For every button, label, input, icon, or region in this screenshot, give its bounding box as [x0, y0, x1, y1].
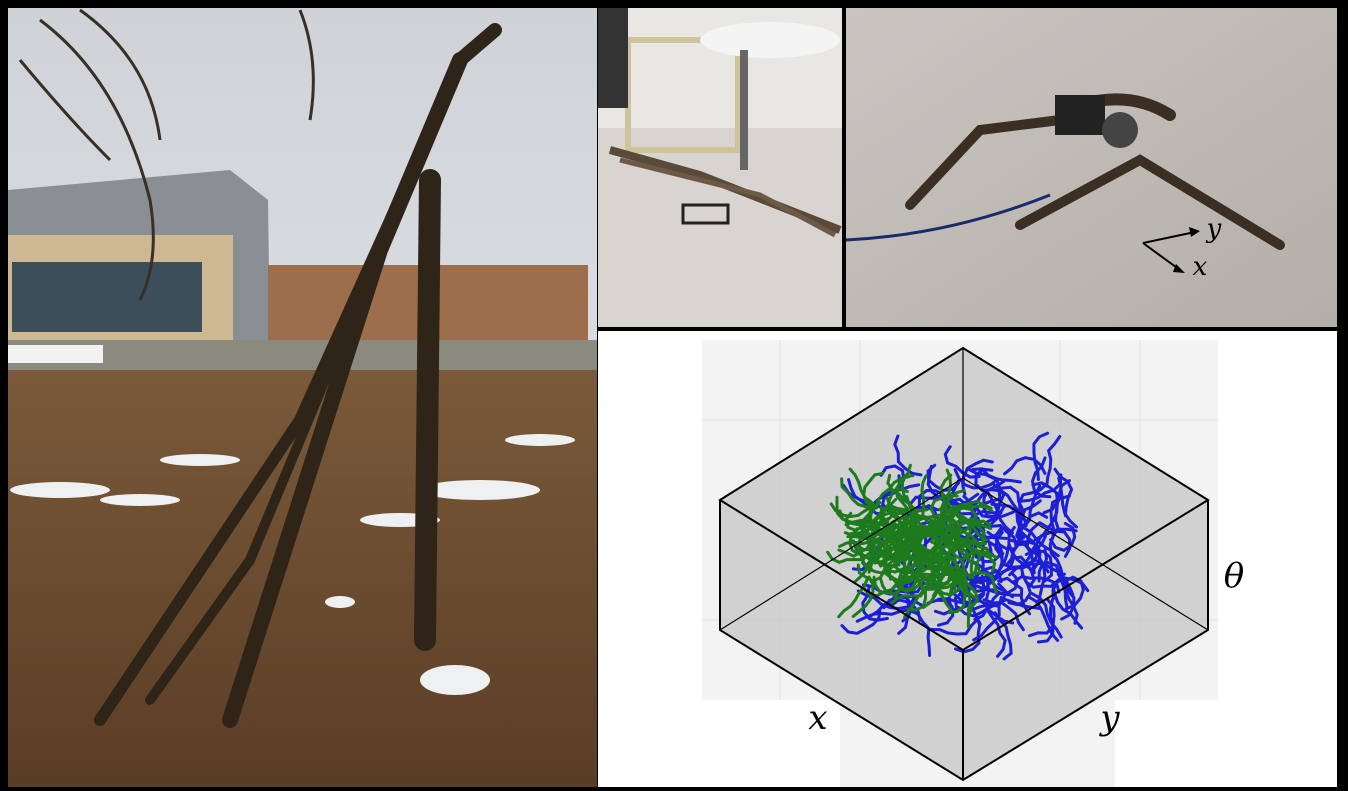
trajectory	[946, 504, 994, 514]
trajectory	[1008, 534, 1047, 577]
trajectory	[838, 529, 884, 548]
trajectory	[994, 530, 1023, 569]
trajectory	[939, 503, 976, 535]
trajectory	[916, 547, 949, 579]
trajectory	[953, 468, 1000, 490]
trajectory	[985, 608, 1007, 658]
trajectory	[943, 555, 961, 598]
trajectory	[947, 576, 967, 615]
lab-photo	[598, 8, 842, 327]
trajectory	[1038, 521, 1072, 558]
trajectory	[982, 598, 1025, 632]
trajectory	[906, 575, 928, 612]
trajectory	[1057, 476, 1078, 529]
trajectory	[910, 509, 924, 558]
plot-y-label: y	[1098, 698, 1120, 738]
trajectory	[967, 467, 1022, 484]
trajectory	[894, 551, 925, 585]
trajectory	[971, 560, 1014, 599]
trajectory	[840, 477, 876, 509]
trajectory	[851, 539, 890, 565]
trajectory	[982, 480, 1006, 519]
trajectory	[995, 483, 1014, 535]
trajectory	[1063, 575, 1085, 611]
trajectory	[1051, 576, 1090, 601]
trajectory	[1046, 561, 1069, 611]
photo-y-label: y	[1206, 214, 1222, 244]
trajectory	[1012, 575, 1061, 594]
trajectory	[873, 538, 917, 562]
trajectory	[997, 576, 1032, 616]
trajectory	[851, 575, 875, 618]
plot-x-label: x	[808, 698, 827, 738]
trajectory-plot: x y θ	[598, 331, 1337, 787]
trajectory	[840, 607, 882, 635]
trajectory	[989, 524, 1018, 565]
trajectory	[957, 591, 1002, 618]
trajectory	[914, 539, 944, 581]
trajectory	[856, 589, 909, 611]
trajectory	[886, 486, 909, 521]
trajectory	[920, 474, 929, 523]
trajectory	[929, 618, 979, 636]
trajectory	[893, 434, 923, 477]
trajectory	[994, 526, 1023, 551]
trajectory	[966, 510, 1015, 541]
trajectory	[862, 472, 885, 509]
trajectory	[926, 564, 968, 583]
outdoor-photo	[8, 8, 597, 787]
trajectory	[1032, 431, 1050, 481]
trajectory	[860, 519, 882, 545]
trajectory	[943, 541, 968, 585]
trajectory	[1045, 435, 1062, 488]
trajectory	[837, 577, 869, 619]
trajectory	[1018, 473, 1063, 503]
trajectory	[1016, 482, 1049, 523]
trajectory	[853, 538, 876, 584]
trajectory	[1030, 527, 1078, 553]
trajectory	[959, 571, 998, 594]
trajectory	[926, 463, 961, 493]
trajectory	[952, 542, 976, 580]
trajectory	[943, 445, 981, 479]
trajectory	[954, 537, 992, 558]
trajectory	[1049, 494, 1071, 540]
trajectory	[1003, 456, 1047, 476]
trajectory	[1017, 528, 1041, 570]
trajectory	[1018, 511, 1049, 549]
trajectory	[893, 551, 912, 600]
trajectory	[1026, 595, 1060, 642]
plot-theta-label: θ	[1224, 556, 1244, 596]
trajectory	[972, 595, 1003, 642]
trajectory	[973, 570, 991, 622]
trajectory	[897, 532, 911, 579]
robot-photo: y x	[845, 8, 1337, 327]
trajectory	[992, 482, 1028, 528]
photo-x-label: x	[1193, 252, 1208, 282]
trajectory	[848, 467, 879, 510]
trajectory	[894, 474, 915, 511]
trajectory	[867, 526, 909, 557]
trajectory	[1036, 548, 1049, 604]
trajectory	[874, 475, 911, 510]
trajectory	[993, 611, 1013, 661]
trajectory	[829, 502, 874, 519]
